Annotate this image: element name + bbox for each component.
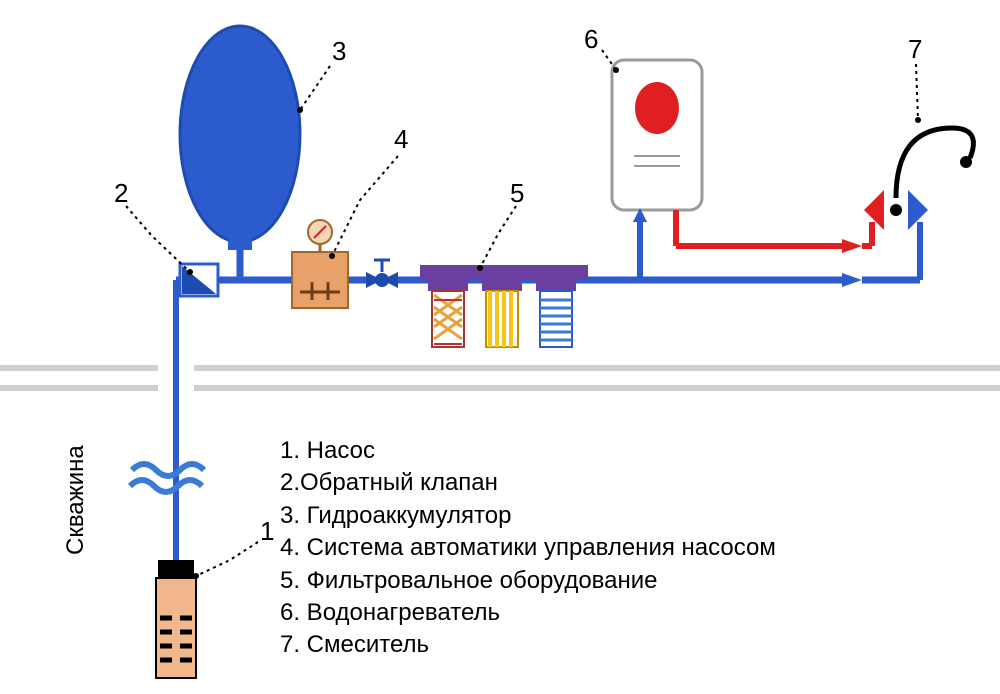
- callout-6: 6: [584, 24, 598, 55]
- callout-2: 2: [114, 178, 128, 209]
- legend-item-4: 4. Система автоматики управления насосом: [280, 532, 776, 564]
- legend-item-6: 6. Водонагреватель: [280, 597, 776, 629]
- diagram-canvas: 1 2 3 4 5 6 7 Скважина 1. Насос 2.Обратн…: [0, 0, 1000, 694]
- legend-item-2: 2.Обратный клапан: [280, 467, 776, 499]
- legend-item-3: 3. Гидроаккумулятор: [280, 500, 776, 532]
- legend-item-1: 1. Насос: [280, 435, 776, 467]
- callout-7: 7: [908, 34, 922, 65]
- legend-item-5: 5. Фильтровальное оборудование: [280, 565, 776, 597]
- legend: 1. Насос 2.Обратный клапан 3. Гидроаккум…: [280, 435, 776, 662]
- legend-item-7: 7. Смеситель: [280, 629, 776, 661]
- callout-1: 1: [260, 516, 274, 547]
- callout-4: 4: [394, 124, 408, 155]
- well-caption: Скважина: [62, 445, 90, 555]
- callout-5: 5: [510, 178, 524, 209]
- callout-3: 3: [332, 36, 346, 67]
